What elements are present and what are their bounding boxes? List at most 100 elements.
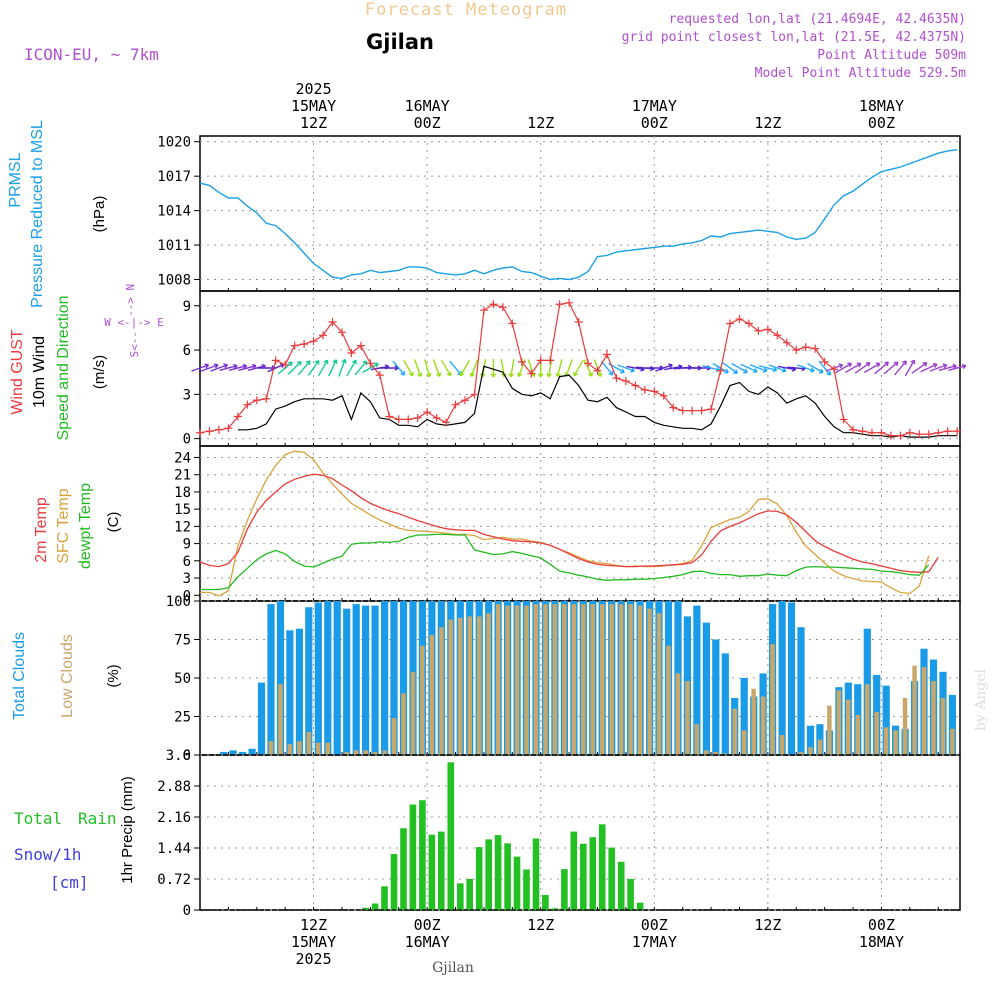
- ytick-label: 1020: [157, 135, 191, 151]
- rain-bar: [608, 847, 615, 910]
- pressure-unit-label: (hPa): [91, 196, 108, 233]
- rain-bar: [362, 907, 369, 910]
- wind-arrow: [787, 366, 806, 370]
- wind-gust-marker: [214, 425, 223, 434]
- wind-arrow-head: [743, 368, 748, 374]
- total-cloud-bar: [787, 602, 796, 755]
- total-cloud-bar: [778, 601, 786, 755]
- wind-arrow: [354, 360, 368, 376]
- time-label-top: 00Z: [868, 114, 895, 132]
- time-label-top: 00Z: [641, 114, 668, 132]
- wind-gust-marker: [669, 403, 678, 412]
- time-label-bottom: 17MAY: [632, 933, 677, 951]
- wind-arrow-head: [426, 372, 432, 378]
- wind-gust-marker: [347, 349, 356, 357]
- low-cloud-bar: [675, 673, 681, 755]
- low-cloud-bar: [495, 604, 501, 755]
- total-cloud-bar: [797, 627, 805, 755]
- total-clouds-label: Total Clouds: [11, 632, 28, 720]
- wind-arrow-head: [573, 371, 578, 377]
- ytick-label: 6: [183, 554, 191, 570]
- low-cloud-bar: [448, 619, 453, 755]
- wind-gust-marker: [877, 428, 886, 437]
- wind-arrow: [307, 360, 320, 376]
- wind-arrow-head: [608, 370, 614, 376]
- low-cloud-bar: [543, 604, 548, 755]
- wind-gust-marker: [337, 328, 346, 337]
- wind-arrow: [287, 361, 302, 375]
- wind-arrow: [510, 358, 515, 378]
- rain-bar: [485, 839, 492, 910]
- total-cloud-bar: [352, 604, 360, 755]
- low-cloud-bar: [940, 698, 946, 755]
- wind-10m-line: [237, 365, 958, 438]
- low-cloud-bar: [732, 708, 737, 755]
- wind-gust-marker: [413, 413, 422, 422]
- wind-gust-marker: [726, 319, 735, 328]
- wind-arrow: [200, 364, 219, 372]
- rain-bar: [371, 903, 379, 910]
- temp-2m-label: 2m Temp: [33, 497, 50, 563]
- low-cloud-bar: [600, 604, 605, 755]
- wind-arrow: [920, 363, 938, 373]
- wind-arrow: [702, 365, 720, 371]
- low-cloud-bar: [287, 744, 293, 755]
- time-label-bottom: 00Z: [868, 916, 895, 934]
- wind-arrow: [904, 359, 915, 377]
- wind-arrow: [759, 365, 777, 371]
- pressure-label-msl: Pressure Reduced to MSL: [29, 120, 46, 308]
- dewpoint-line: [200, 533, 930, 591]
- wind-arrow-head: [555, 372, 561, 378]
- wind-gust-marker: [697, 406, 706, 415]
- wind-arrow: [470, 359, 479, 377]
- wind-arrow-head: [459, 371, 465, 377]
- wind-arrow-head: [446, 371, 452, 377]
- low-cloud-bar: [372, 751, 378, 755]
- wind-gust-marker: [319, 331, 328, 340]
- wind-arrow: [229, 365, 247, 371]
- low-cloud-bar: [486, 613, 491, 755]
- ytick-label: 9: [183, 299, 191, 315]
- low-cloud-bar: [827, 705, 832, 755]
- rain-bar: [419, 800, 426, 910]
- low-cloud-bar: [912, 665, 917, 755]
- wind-gust-marker: [527, 369, 536, 378]
- time-label-bottom: 12Z: [527, 916, 554, 934]
- total-cloud-bar: [343, 608, 351, 755]
- wind-gust-marker: [934, 428, 943, 437]
- wind-arrow: [219, 365, 238, 371]
- wind-gust-marker: [640, 385, 649, 394]
- wind-gust-marker: [451, 400, 460, 409]
- wind-arrow: [938, 365, 957, 371]
- low-cloud-bar: [552, 604, 558, 755]
- wind-gust-marker: [782, 338, 791, 347]
- ytick-label: 0: [183, 748, 191, 764]
- wind-arrow: [818, 360, 831, 376]
- low-cloud-bar: [618, 604, 624, 755]
- wind-arrow-head: [352, 359, 357, 365]
- wind-arrow: [328, 359, 337, 377]
- wind-arrow-head: [724, 368, 729, 374]
- low-cloud-bar: [902, 698, 908, 755]
- wind-unit-label: (m/s): [91, 355, 108, 389]
- low-cloud-bar: [893, 730, 898, 755]
- wind-arrow-head: [436, 372, 442, 378]
- ytick-label: 12: [174, 519, 191, 535]
- time-label-bottom: 00Z: [641, 916, 668, 934]
- time-label-bottom: 2025: [296, 950, 332, 968]
- wind-arrow-head: [288, 361, 293, 367]
- wind-arrow: [424, 359, 431, 377]
- wind-gust-marker: [754, 326, 763, 335]
- precip-snow-label: Snow/1h: [14, 845, 81, 864]
- total-cloud-bar: [712, 639, 720, 755]
- low-cloud-bar: [931, 681, 936, 755]
- wind-arrow-head: [753, 368, 758, 373]
- wind-gust-marker: [309, 337, 318, 346]
- wind-gust-marker: [650, 387, 659, 396]
- wind-gust-marker: [763, 325, 772, 334]
- wind-arrow-head: [213, 363, 219, 369]
- low-cloud-bar: [855, 715, 860, 755]
- total-cloud-bar: [693, 605, 701, 755]
- low-cloud-bar: [760, 696, 766, 755]
- rain-bar: [381, 886, 388, 910]
